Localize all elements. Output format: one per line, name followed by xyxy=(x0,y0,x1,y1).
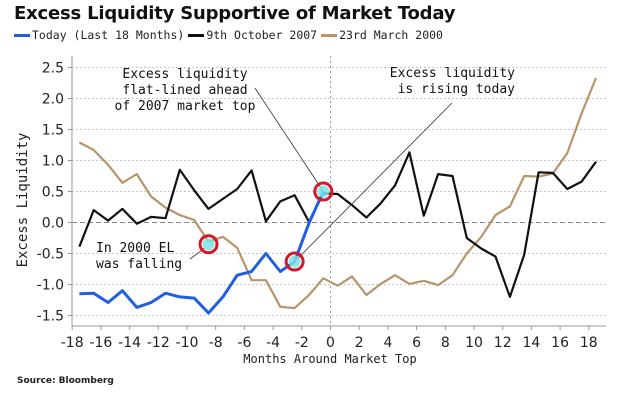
y-tick-label: 1.5 xyxy=(42,123,64,139)
x-tick-label: 10 xyxy=(465,335,483,351)
y-tick-label: -1.0 xyxy=(37,278,64,294)
x-tick-label: -12 xyxy=(147,335,170,351)
legend-swatch-today xyxy=(14,33,30,37)
x-tick-label: -18 xyxy=(61,335,84,351)
x-tick-label: -16 xyxy=(89,335,112,351)
legend: Today (Last 18 Months) 9th October 2007 … xyxy=(14,28,447,42)
x-tick-label: 16 xyxy=(551,335,569,351)
x-axis-title: Months Around Market Top xyxy=(243,352,416,366)
legend-item-2007: 9th October 2007 xyxy=(188,28,317,42)
annotation-text-2000: In 2000 EL xyxy=(96,241,174,256)
highlight-circle-today xyxy=(284,251,305,272)
y-tick-label: 0.5 xyxy=(42,185,64,201)
x-tick-label: 12 xyxy=(494,335,512,351)
source-note: Source: Bloomberg xyxy=(17,376,114,386)
x-tick-label: 2 xyxy=(355,335,364,351)
annotation-text-2000: was falling xyxy=(96,257,182,272)
series-line-2007 xyxy=(78,151,597,298)
x-tick-label: -4 xyxy=(266,335,280,351)
x-tick-label: 4 xyxy=(383,335,392,351)
y-tick-label: -0.5 xyxy=(37,247,64,263)
x-tick-label: 0 xyxy=(326,335,335,351)
x-tick-label: -2 xyxy=(295,335,309,351)
annotation-leader-today xyxy=(294,102,453,262)
y-tick-label: -1.5 xyxy=(37,309,64,325)
highlight-circle-2000-fill xyxy=(202,238,215,251)
annotation-text-today: Excess liquidity xyxy=(390,66,515,81)
legend-item-2000: 23rd March 2000 xyxy=(321,28,443,42)
legend-swatch-2007 xyxy=(188,33,205,37)
y-tick-label: 0.0 xyxy=(42,216,64,232)
highlight-circle-2007-fill xyxy=(317,185,330,198)
annotation-text-2007: of 2007 market top xyxy=(115,99,256,114)
x-tick-label: 8 xyxy=(441,335,450,351)
series-line-today xyxy=(79,190,325,315)
x-tick-label: -10 xyxy=(176,335,199,351)
x-tick-label: 14 xyxy=(522,335,540,351)
y-axis-title: Excess Liquidity xyxy=(15,133,31,268)
x-tick-label: -8 xyxy=(209,335,223,351)
legend-label-2000: 23rd March 2000 xyxy=(339,28,443,42)
annotation-text-2007: flat-lined ahead xyxy=(122,83,247,98)
annotation-text-2007: Excess liquidity xyxy=(122,67,247,82)
x-tick-label: -14 xyxy=(118,335,141,351)
x-tick-label: 18 xyxy=(580,335,598,351)
x-tick-label: 6 xyxy=(412,335,421,351)
highlight-circle-2000 xyxy=(198,234,219,255)
highlight-circle-today-fill xyxy=(288,255,301,268)
legend-swatch-2000 xyxy=(321,33,338,37)
y-tick-label: 2.5 xyxy=(42,61,64,77)
highlight-circle-2007 xyxy=(313,181,334,202)
legend-label-2007: 9th October 2007 xyxy=(206,28,318,42)
chart-title: Excess Liquidity Supportive of Market To… xyxy=(14,3,456,24)
x-tick-label: -6 xyxy=(237,335,251,351)
annotation-leader-2007 xyxy=(254,87,324,192)
y-tick-label: 1.0 xyxy=(42,154,64,170)
annotation-text-today: is rising today xyxy=(398,82,516,97)
legend-label-today: Today (Last 18 Months) xyxy=(32,28,185,42)
legend-item-today: Today (Last 18 Months) xyxy=(14,28,184,42)
axes: -1.5-1.0-0.50.00.51.01.52.02.5-18 -16 -14-… xyxy=(37,56,606,351)
y-tick-label: 2.0 xyxy=(42,92,64,108)
series-lines xyxy=(78,77,598,315)
